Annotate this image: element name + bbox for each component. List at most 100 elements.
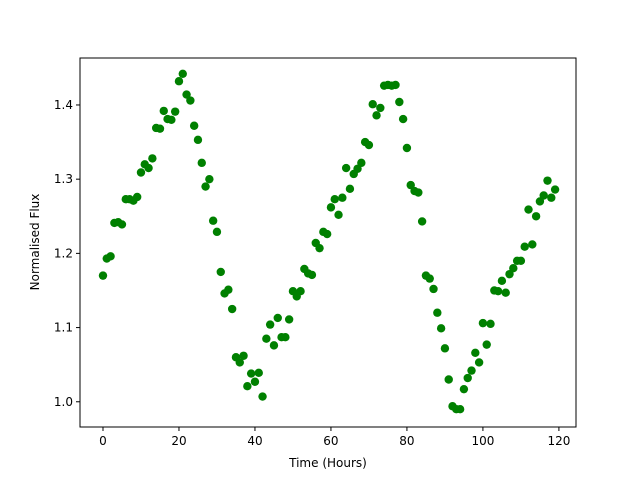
point (444, 375, 453, 384)
point (516, 256, 526, 265)
point (98, 271, 108, 280)
point (322, 229, 332, 239)
x-tick-label: 60 (323, 434, 338, 448)
point (338, 193, 347, 202)
point (174, 77, 184, 86)
x-tick-label: 40 (247, 434, 262, 448)
point (106, 252, 115, 261)
y-tick-label: 1.3 (54, 172, 73, 186)
point (330, 195, 339, 204)
point (455, 404, 465, 414)
point (531, 212, 541, 221)
x-tick-label: 0 (99, 434, 107, 448)
point (345, 184, 355, 194)
point (474, 358, 484, 367)
y-tick-label: 1.0 (54, 395, 73, 409)
point (243, 381, 252, 391)
point (144, 163, 153, 173)
point (398, 114, 408, 124)
point (528, 240, 537, 249)
point (501, 288, 510, 297)
point (414, 188, 423, 197)
point (471, 348, 480, 357)
point (284, 315, 294, 324)
point (239, 351, 248, 360)
point (212, 227, 222, 237)
x-tick-label: 20 (171, 434, 186, 448)
x-tick-label: 80 (399, 434, 414, 448)
point (193, 135, 203, 145)
point (148, 154, 157, 163)
point (372, 111, 381, 120)
point (482, 340, 491, 349)
point (281, 333, 290, 342)
point (368, 100, 377, 109)
point (136, 168, 146, 177)
point (258, 392, 267, 401)
point (376, 103, 385, 113)
point (205, 174, 214, 184)
point (440, 344, 450, 353)
point (341, 163, 351, 173)
point (436, 324, 446, 333)
point (550, 185, 560, 194)
point (364, 140, 374, 150)
point (178, 69, 187, 79)
y-axis-label: Normalised Flux (28, 194, 42, 291)
y-tick-label: 1.4 (54, 98, 73, 112)
point (307, 270, 317, 280)
point (155, 124, 165, 133)
point (250, 377, 260, 386)
x-tick-label: 100 (471, 434, 494, 448)
point (216, 267, 225, 277)
point (201, 182, 210, 191)
point (429, 284, 438, 294)
point (467, 366, 476, 375)
point (246, 369, 256, 378)
point (326, 203, 336, 212)
point (334, 210, 343, 219)
point (417, 217, 427, 226)
x-axis-label: Time (Hours) (288, 456, 367, 470)
point (433, 308, 442, 317)
point (486, 319, 495, 329)
point (167, 115, 176, 125)
point (395, 97, 404, 107)
point (132, 192, 142, 202)
point (509, 264, 518, 273)
point (235, 358, 244, 367)
point (224, 285, 233, 294)
point (520, 242, 529, 251)
y-tick-label: 1.1 (54, 321, 73, 335)
point (459, 384, 469, 394)
point (315, 243, 324, 253)
point (189, 121, 199, 130)
point (296, 287, 305, 296)
point (227, 304, 237, 314)
point (269, 341, 279, 350)
point (463, 373, 472, 383)
point (265, 320, 275, 329)
point (539, 191, 548, 200)
point (391, 80, 400, 90)
point (197, 158, 206, 168)
y-tick-label: 1.2 (54, 246, 73, 260)
point (543, 176, 552, 185)
point (170, 107, 180, 116)
point (524, 205, 533, 214)
point (357, 158, 366, 168)
point (208, 216, 218, 225)
point (117, 220, 127, 229)
x-tick-label: 120 (547, 434, 570, 448)
point (159, 106, 168, 116)
point (402, 143, 412, 153)
point (262, 334, 271, 343)
point (493, 287, 503, 296)
point (497, 276, 507, 286)
point (547, 193, 556, 202)
point (273, 313, 282, 323)
point (478, 318, 488, 328)
point (425, 274, 434, 283)
